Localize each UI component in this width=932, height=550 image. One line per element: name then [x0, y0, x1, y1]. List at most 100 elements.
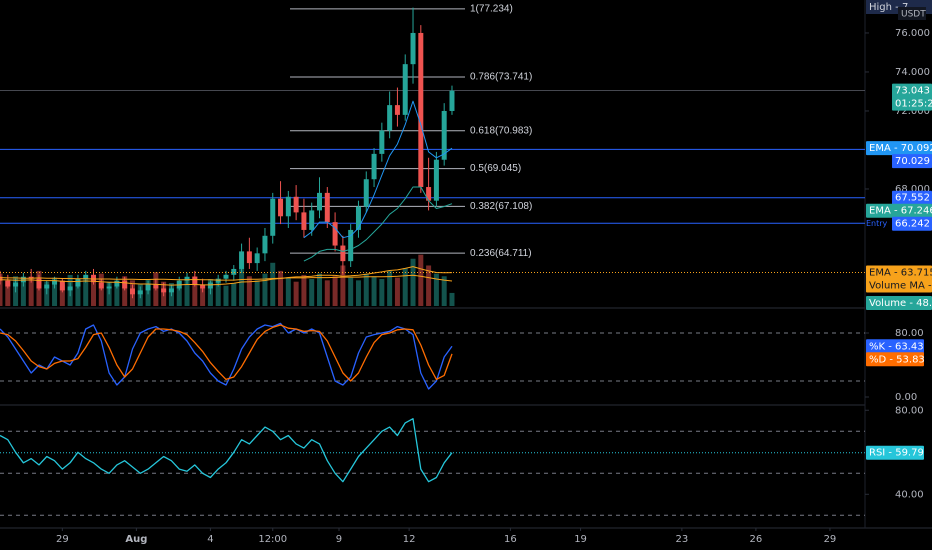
candle-body — [5, 280, 11, 287]
volume-bar — [59, 284, 65, 306]
indicator-value-label: RSI - 59.79 — [869, 448, 924, 459]
x-tick-label: 26 — [750, 534, 763, 545]
candle-body — [363, 179, 369, 207]
volume-bar — [28, 278, 34, 306]
volume-bar — [441, 276, 447, 306]
candle-body — [168, 288, 174, 293]
volume-bar — [52, 277, 58, 306]
candle-body — [129, 288, 135, 295]
y-tick-label: 74.000 — [895, 67, 930, 78]
candle-body — [387, 105, 393, 131]
candle-body — [293, 196, 299, 213]
currency-box — [898, 7, 926, 20]
candle-body — [114, 280, 120, 287]
volume-bar — [379, 278, 385, 306]
volume-bar — [410, 258, 416, 306]
indicator-value-label: %D - 53.83 — [869, 354, 925, 365]
candle-body — [348, 229, 354, 262]
label-box — [892, 154, 932, 169]
candle-body — [137, 290, 143, 295]
candle-body — [278, 198, 284, 217]
candle-body — [161, 288, 167, 293]
series-value-label: EMA - 63.715 — [869, 268, 932, 279]
candle-body — [215, 278, 221, 283]
candle-body — [410, 32, 416, 65]
x-tick-label: 23 — [676, 534, 689, 545]
candle-body — [246, 251, 252, 264]
fib-label: 1(77.234) — [470, 4, 513, 15]
y-tick-label: 68.000 — [895, 184, 930, 195]
candle-body — [449, 90, 455, 111]
volume-bar — [200, 284, 206, 306]
fib-label: 0.236(64.711) — [470, 248, 532, 259]
price-line-name: Entry — [866, 219, 888, 228]
volume-bar — [317, 273, 323, 306]
candle-body — [83, 274, 89, 279]
candle-body — [332, 222, 338, 246]
candle-body — [317, 192, 323, 211]
volume-bar — [215, 281, 221, 306]
volume-bar — [83, 278, 89, 306]
label-box — [892, 216, 932, 231]
label-box — [866, 296, 932, 310]
volume-bar — [355, 280, 361, 306]
volume-bar — [91, 283, 97, 306]
last-price-label: 73.043 — [895, 86, 930, 97]
candle-body — [13, 282, 19, 287]
candle-body — [122, 280, 128, 289]
volume-bar — [278, 270, 284, 306]
volume-bar — [0, 273, 3, 306]
x-tick-label: 29 — [824, 534, 837, 545]
volume-bar — [363, 273, 369, 306]
x-tick-label: 29 — [56, 534, 69, 545]
fib-label: 0.786(73.741) — [470, 72, 532, 83]
x-tick-label: 12 — [403, 534, 416, 545]
candle-body — [207, 282, 213, 289]
candle-body — [67, 286, 73, 291]
candle-body — [402, 64, 408, 115]
volume-bar — [301, 274, 307, 306]
volume-bar — [114, 285, 120, 306]
volume-bar — [293, 281, 299, 306]
price-line-label: 66.242 — [895, 219, 930, 230]
x-tick-label: 9 — [336, 534, 342, 545]
volume-bar — [122, 276, 128, 306]
volume-bar — [176, 287, 182, 306]
indicator-line — [0, 418, 453, 483]
series-line — [303, 186, 453, 262]
series-value-label: EMA - 67.246 — [869, 206, 932, 217]
volume-bar — [285, 277, 291, 306]
candle-body — [153, 284, 159, 289]
y-tick-label: 0.00 — [895, 392, 917, 403]
x-tick-label: 4 — [207, 534, 213, 545]
series-value-label: Volume MA - 92.75K — [869, 281, 932, 292]
candle-body — [418, 32, 424, 188]
volume-bar — [270, 262, 276, 306]
candle-body — [36, 278, 42, 289]
indicator-value-label: %K - 63.43 — [869, 341, 924, 352]
candle-body — [309, 210, 315, 230]
candle-body — [192, 276, 198, 285]
candle-body — [285, 196, 291, 217]
candle-body — [426, 187, 432, 201]
indicator-line — [0, 324, 453, 382]
fib-label: 0.5(69.045) — [470, 163, 521, 174]
label-box — [866, 445, 924, 460]
indicator-line — [0, 322, 453, 390]
label-box — [866, 352, 924, 367]
candle-body — [270, 198, 276, 236]
series-line — [0, 266, 453, 286]
candle-body — [324, 192, 330, 223]
candle-body — [184, 276, 190, 281]
x-tick-label: 19 — [574, 534, 587, 545]
volume-bar — [387, 270, 393, 306]
series-line — [303, 100, 453, 239]
candle-body — [200, 284, 206, 289]
currency-label: USDT — [901, 10, 926, 20]
label-box — [866, 203, 932, 218]
volume-bar — [254, 280, 260, 306]
series-line — [0, 274, 453, 282]
label-box — [866, 265, 932, 280]
